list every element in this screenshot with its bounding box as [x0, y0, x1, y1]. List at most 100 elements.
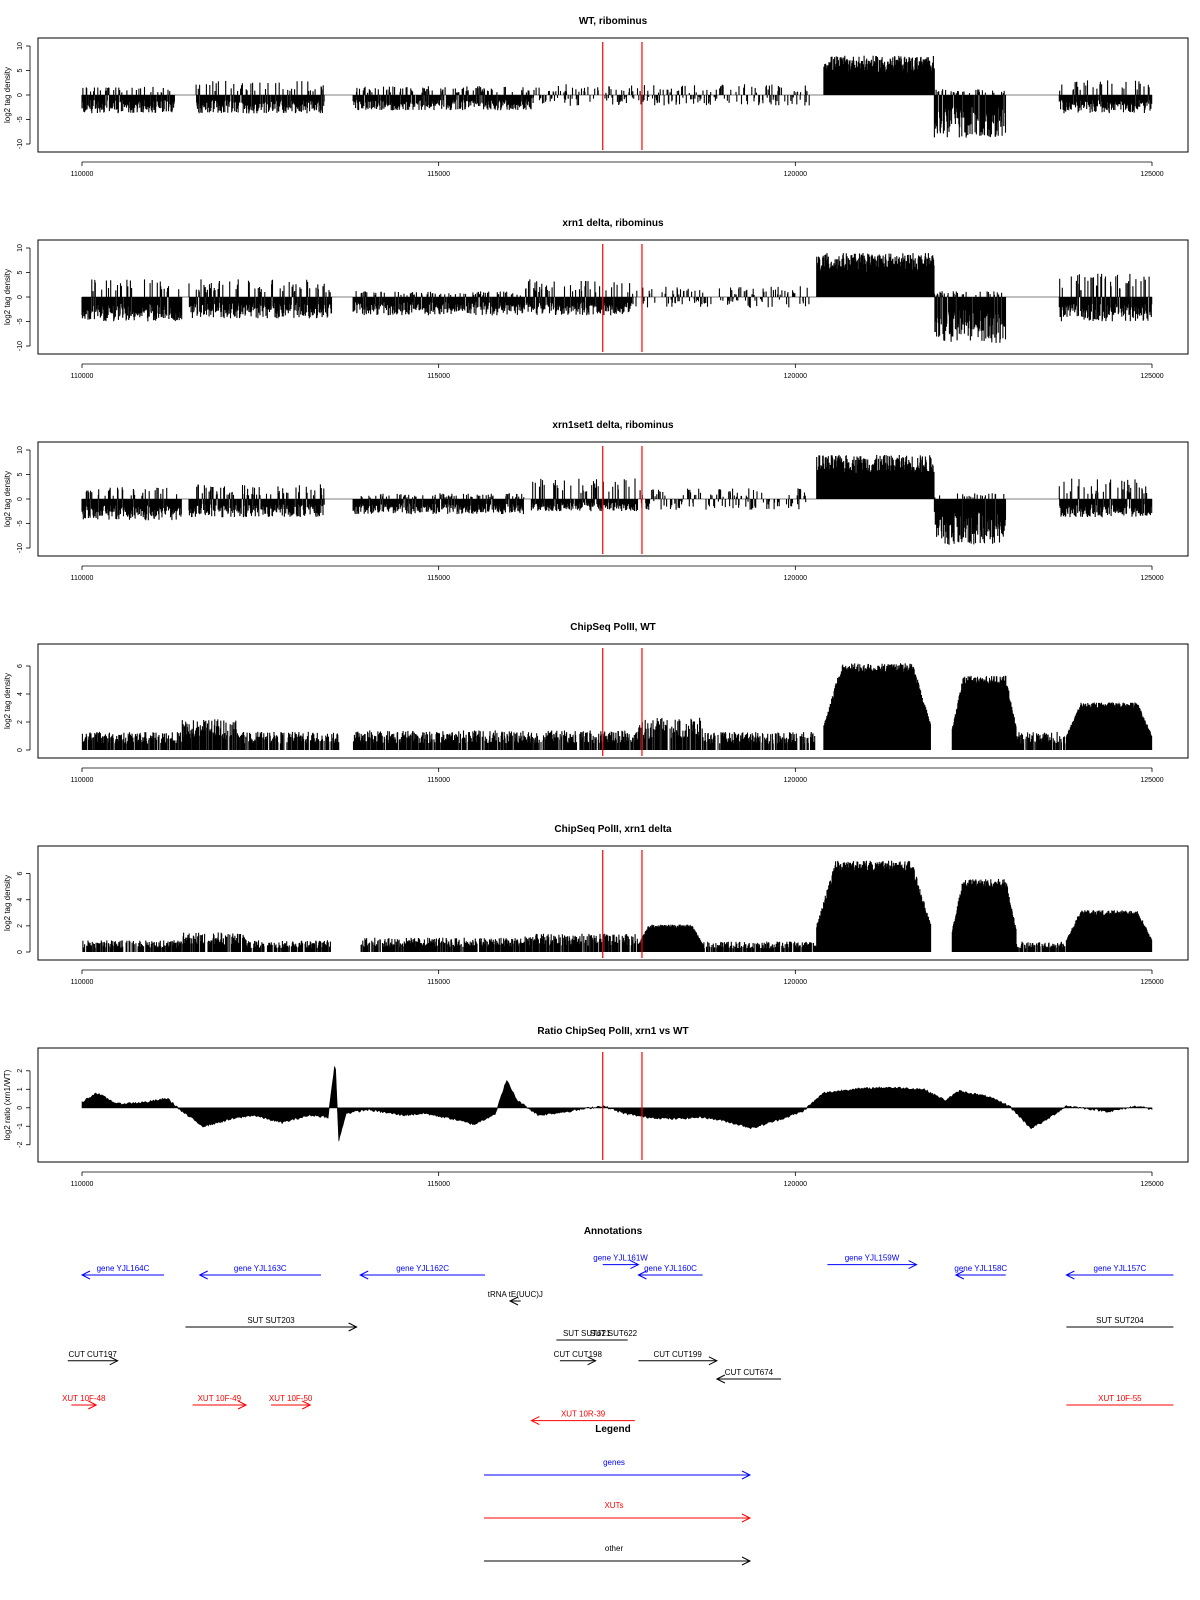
- chart-title: ChipSeq PolII, WT: [570, 622, 656, 633]
- annotation-label: gene YJL163C: [234, 1264, 287, 1273]
- series-area: [81, 1066, 1153, 1142]
- y-tick-label: 5: [17, 472, 24, 476]
- y-tick-label: 4: [17, 898, 24, 902]
- annotation-label: XUT 10R-39: [561, 1410, 606, 1419]
- chart-panel-6: Ratio ChipSeq PolII, xrn1 vs WT -2 -1 0 1 2 lo…: [3, 1026, 1189, 1188]
- arrowhead-right-icon: [237, 1400, 248, 1410]
- chart-title: ChipSeq PolII, xrn1 delta: [554, 824, 672, 835]
- annotation-feature: XUT 10F-55: [1066, 1394, 1174, 1406]
- annotation-label: gene YJL160C: [644, 1264, 697, 1273]
- chart-title: WT, ribominus: [579, 16, 648, 27]
- plot-frame: [37, 239, 1189, 355]
- y-tick-label: -5: [17, 116, 24, 122]
- chart-panel-4: ChipSeq PolII, WT 0 2 4 6 log2 tag density 110…: [3, 622, 1189, 784]
- arrowhead-right-icon: [88, 1400, 98, 1410]
- y-tick-label: 1: [17, 1087, 24, 1091]
- arrowhead-right-icon: [741, 1470, 752, 1480]
- annotation-label: SUT SUT203: [247, 1316, 295, 1325]
- series-bars: [81, 55, 1153, 138]
- x-tick-label: 115000: [427, 373, 450, 380]
- arrowhead-left-icon: [637, 1270, 647, 1280]
- annotation-label: CUT CUT674: [725, 1368, 774, 1377]
- x-tick-label: 110000: [71, 979, 94, 986]
- annotation-feature: XUT 10R-39: [530, 1410, 635, 1426]
- x-tick-label: 125000: [1140, 373, 1163, 380]
- y-tick-label: -1: [17, 1123, 24, 1129]
- arrowhead-left-icon: [359, 1270, 369, 1280]
- plot-frame: [37, 643, 1189, 759]
- y-tick-label: -10: [17, 139, 24, 149]
- annotation-label: gene YJL161W: [593, 1254, 648, 1263]
- legend-label: other: [605, 1544, 624, 1553]
- y-tick-label: 5: [17, 270, 24, 274]
- annotation-feature: gene YJL158C: [954, 1264, 1007, 1280]
- arrowhead-right-icon: [109, 1356, 119, 1366]
- chart-panel-1: WT, ribominus -10 -5 0 5 10 log2 tag density 11…: [3, 16, 1189, 178]
- x-tick-label: 120000: [784, 171, 807, 178]
- chart-panel-5: ChipSeq PolII, xrn1 delta 0 2 4 6 log2 tag de…: [3, 824, 1189, 986]
- annotations-title: Annotations: [584, 1226, 643, 1237]
- annotation-feature: gene YJL160C: [637, 1264, 703, 1280]
- arrowhead-left-icon: [954, 1270, 965, 1280]
- y-tick-label: 4: [17, 692, 24, 696]
- annotation-feature: gene YJL161W: [593, 1254, 648, 1270]
- arrowhead-right-icon: [348, 1322, 358, 1332]
- annotation-label: CUT CUT199: [653, 1350, 702, 1359]
- annotation-label: XUT 10F-55: [1098, 1394, 1142, 1403]
- annotation-label: XUT 10F-49: [198, 1394, 242, 1403]
- legend-items: genes XUTs other: [484, 1458, 752, 1566]
- x-tick-label: 110000: [71, 171, 94, 178]
- annotations-panel: Annotations gene YJL164C gene YJL163C gene…: [62, 1226, 1174, 1426]
- y-tick-label: 6: [17, 872, 24, 876]
- legend-item: other: [484, 1544, 752, 1566]
- x-tick-label: 110000: [71, 1181, 94, 1188]
- annotation-feature: SUT SUT622: [590, 1329, 638, 1341]
- y-tick-label: -5: [17, 318, 24, 324]
- series-bars: [81, 663, 1153, 750]
- x-tick-label: 125000: [1140, 171, 1163, 178]
- arrowhead-left-icon: [715, 1374, 726, 1384]
- annotation-label: SUT SUT622: [590, 1329, 638, 1338]
- x-tick-label: 115000: [427, 1181, 450, 1188]
- annotation-feature: XUT 10F-50: [269, 1394, 313, 1410]
- arrowhead-right-icon: [708, 1356, 718, 1366]
- annotation-tracks: gene YJL164C gene YJL163C gene YJL162C gene…: [62, 1254, 1174, 1426]
- y-tick-label: 5: [17, 68, 24, 72]
- y-axis-label: log2 tag density: [3, 673, 12, 729]
- chart-title: Ratio ChipSeq PolII, xrn1 vs WT: [537, 1026, 688, 1037]
- annotation-feature: gene YJL157C: [1065, 1264, 1174, 1280]
- series-bars: [81, 253, 1153, 343]
- x-tick-label: 120000: [784, 373, 807, 380]
- annotation-label: XUT 10F-50: [269, 1394, 313, 1403]
- plot-frame: [37, 37, 1189, 153]
- annotation-label: gene YJL158C: [954, 1264, 1007, 1273]
- y-tick-label: 0: [17, 1106, 24, 1110]
- x-tick-label: 120000: [784, 1181, 807, 1188]
- annotation-label: gene YJL162C: [396, 1264, 449, 1273]
- y-tick-label: -5: [17, 520, 24, 526]
- x-tick-label: 125000: [1140, 575, 1163, 582]
- x-tick-label: 125000: [1140, 777, 1163, 784]
- x-tick-label: 115000: [427, 171, 450, 178]
- y-tick-label: 0: [17, 295, 24, 299]
- legend-label: genes: [603, 1458, 625, 1467]
- y-axis-label: log2 tag density: [3, 875, 12, 931]
- annotation-label: XUT 10F-48: [62, 1394, 106, 1403]
- arrowhead-left-icon: [80, 1270, 91, 1280]
- arrowhead-right-icon: [587, 1356, 597, 1366]
- annotation-label: tRNA tE(UUC)J: [488, 1290, 543, 1299]
- x-tick-label: 120000: [784, 777, 807, 784]
- arrowhead-right-icon: [741, 1513, 752, 1523]
- y-axis-label: log2 tag density: [3, 67, 12, 123]
- y-tick-label: -10: [17, 341, 24, 351]
- series-bars: [81, 454, 1153, 545]
- plot-frame: [37, 1047, 1189, 1163]
- plot-frame: [37, 441, 1189, 557]
- annotation-feature: gene YJL164C: [80, 1264, 165, 1280]
- y-tick-label: 10: [17, 446, 24, 454]
- annotation-label: SUT SUT621: [563, 1329, 611, 1338]
- annotation-feature: gene YJL162C: [359, 1264, 486, 1280]
- x-tick-label: 120000: [784, 979, 807, 986]
- arrowhead-right-icon: [741, 1556, 752, 1566]
